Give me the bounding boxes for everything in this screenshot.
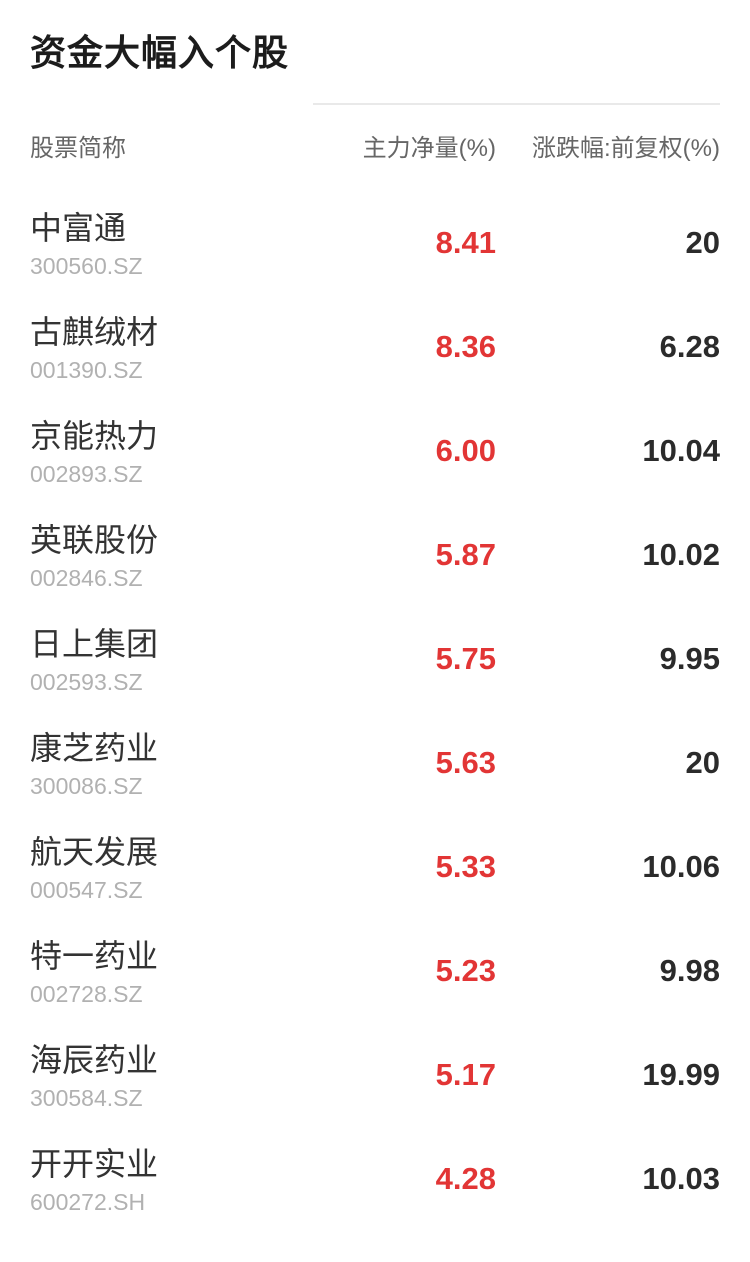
stock-code: 300086.SZ: [30, 773, 143, 799]
table-row[interactable]: 日上集团 002593.SZ 5.75 9.95: [30, 607, 720, 711]
header-stock-name: 股票简称: [30, 135, 126, 162]
table-row[interactable]: 特一药业 002728.SZ 5.23 9.98: [30, 919, 720, 1023]
change-percent-value: 10.04: [642, 433, 720, 468]
stock-name-cell: 特一药业 002728.SZ: [30, 935, 326, 1007]
stock-code: 300584.SZ: [30, 1085, 143, 1111]
stock-name-cell: 中富通 300560.SZ: [30, 207, 326, 279]
change-percent-value: 19.99: [642, 1057, 720, 1092]
change-percent-value: 20: [685, 745, 720, 780]
main-net-volume-value: 5.75: [435, 641, 496, 676]
header-main-net-volume: 主力净量(%): [362, 135, 496, 162]
change-percent-value: 9.98: [659, 953, 720, 988]
stock-name: 特一药业: [30, 938, 159, 974]
stock-name-cell: 日上集团 002593.SZ: [30, 623, 326, 695]
change-percent-value: 9.95: [659, 641, 720, 676]
stock-code: 000547.SZ: [30, 877, 143, 903]
table-row[interactable]: 京能热力 002893.SZ 6.00 10.04: [30, 399, 720, 503]
stock-name: 古麒绒材: [30, 314, 159, 350]
change-percent-value: 20: [685, 225, 720, 260]
main-net-volume-value: 8.36: [435, 329, 496, 364]
change-percent-value: 10.06: [642, 849, 720, 884]
header-divider: [313, 103, 720, 105]
table-row[interactable]: 英联股份 002846.SZ 5.87 10.02: [30, 503, 720, 607]
table-row[interactable]: 开开实业 600272.SH 4.28 10.03: [30, 1127, 720, 1231]
stock-name: 开开实业: [30, 1146, 159, 1182]
stock-name: 康芝药业: [30, 730, 159, 766]
change-percent-value: 6.28: [659, 329, 720, 364]
stock-code: 002593.SZ: [30, 669, 143, 695]
table-row[interactable]: 航天发展 000547.SZ 5.33 10.06: [30, 815, 720, 919]
table-row[interactable]: 海辰药业 300584.SZ 5.17 19.99: [30, 1023, 720, 1127]
stock-name-cell: 海辰药业 300584.SZ: [30, 1039, 326, 1111]
table-row[interactable]: 中富通 300560.SZ 8.41 20: [30, 191, 720, 295]
main-net-volume-value: 4.28: [435, 1161, 496, 1196]
stock-code: 300560.SZ: [30, 253, 143, 279]
main-net-volume-value: 5.17: [435, 1057, 496, 1092]
table-header: 股票简称 主力净量(%) 涨跌幅:前复权(%): [30, 133, 720, 165]
stock-name: 京能热力: [30, 418, 159, 454]
stock-name: 航天发展: [30, 834, 159, 870]
main-net-volume-value: 8.41: [435, 225, 496, 260]
table-row[interactable]: 康芝药业 300086.SZ 5.63 20: [30, 711, 720, 815]
stock-code: 002728.SZ: [30, 981, 143, 1007]
stock-code: 002893.SZ: [30, 461, 143, 487]
main-net-volume-value: 5.23: [435, 953, 496, 988]
stock-name: 日上集团: [30, 626, 159, 662]
stock-name-cell: 航天发展 000547.SZ: [30, 831, 326, 903]
change-percent-value: 10.02: [642, 537, 720, 572]
main-net-volume-value: 5.63: [435, 745, 496, 780]
stock-name: 海辰药业: [30, 1042, 159, 1078]
stock-name-cell: 古麒绒材 001390.SZ: [30, 311, 326, 383]
stock-name-cell: 开开实业 600272.SH: [30, 1143, 326, 1215]
stock-name: 中富通: [30, 210, 127, 246]
change-percent-value: 10.03: [642, 1161, 720, 1196]
stock-code: 600272.SH: [30, 1189, 146, 1215]
table-row[interactable]: 古麒绒材 001390.SZ 8.36 6.28: [30, 295, 720, 399]
page-title: 资金大幅入个股: [30, 32, 290, 73]
stock-name-cell: 康芝药业 300086.SZ: [30, 727, 326, 799]
stock-list: 中富通 300560.SZ 8.41 20 古麒绒材 001390.SZ 8.3…: [30, 191, 720, 1231]
header-change-percent: 涨跌幅:前复权(%): [532, 135, 720, 162]
stock-name: 英联股份: [30, 522, 159, 558]
stock-code: 001390.SZ: [30, 357, 143, 383]
stock-name-cell: 京能热力 002893.SZ: [30, 415, 326, 487]
main-net-volume-value: 5.87: [435, 537, 496, 572]
stock-name-cell: 英联股份 002846.SZ: [30, 519, 326, 591]
main-net-volume-value: 6.00: [435, 433, 496, 468]
main-net-volume-value: 5.33: [435, 849, 496, 884]
stock-code: 002846.SZ: [30, 565, 143, 591]
